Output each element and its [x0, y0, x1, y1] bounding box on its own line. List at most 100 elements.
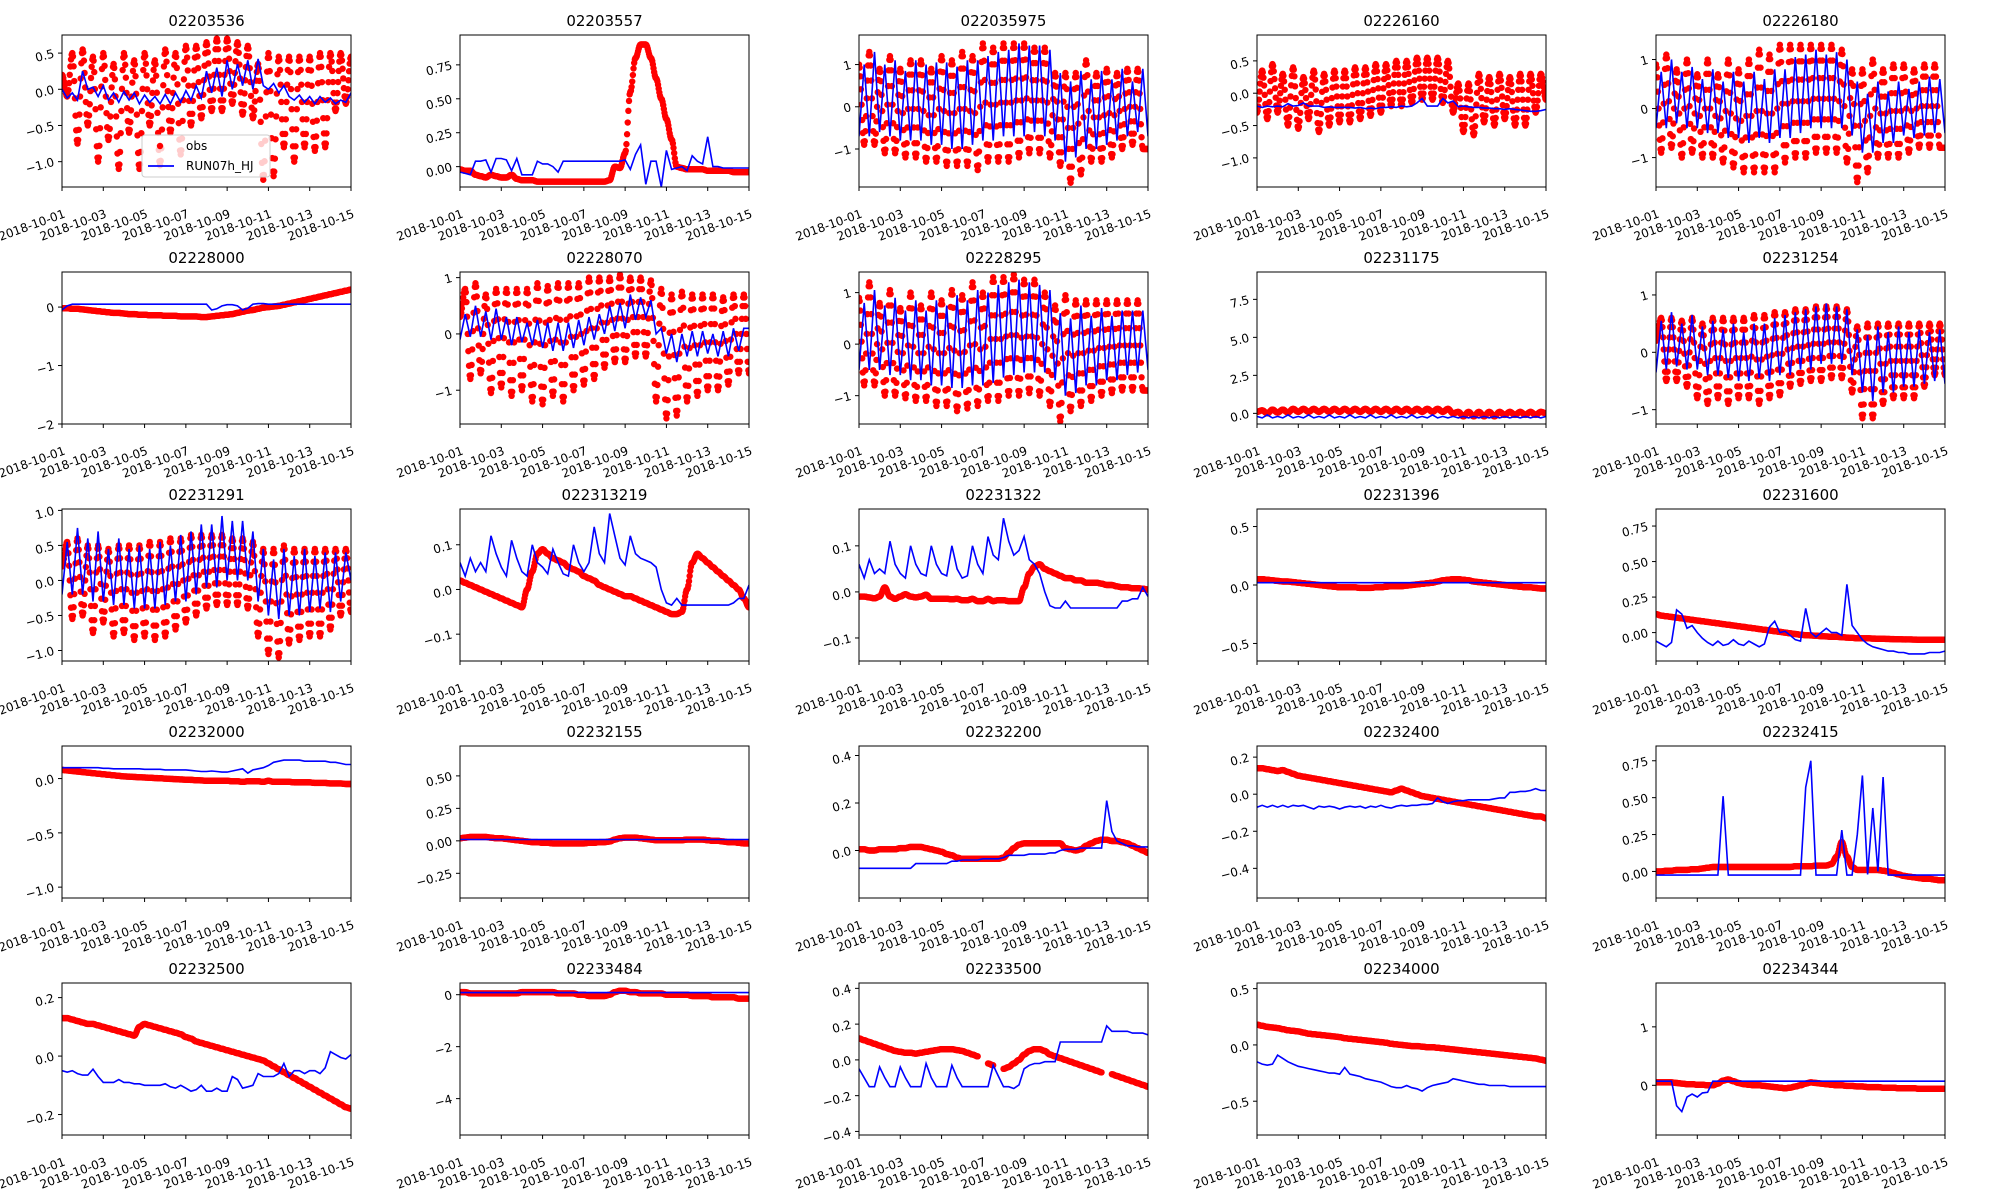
obs-point [193, 609, 201, 616]
obs-point [1342, 69, 1349, 76]
obs-point [1886, 140, 1893, 148]
obs-point [345, 77, 351, 84]
obs-point [1125, 310, 1132, 317]
obs-point [1280, 78, 1288, 85]
obs-point [1542, 96, 1546, 103]
obs-point [1109, 386, 1116, 393]
obs-point [1109, 141, 1117, 149]
obs-point [1761, 314, 1769, 322]
plot-area [62, 286, 351, 321]
obs-point [76, 111, 83, 118]
obs-point [1281, 86, 1288, 93]
obs-point [209, 105, 216, 112]
obs-point [939, 68, 947, 76]
obs-point [1871, 86, 1878, 93]
obs-point [282, 130, 289, 138]
obs-point [1473, 101, 1480, 108]
obs-point [1773, 129, 1780, 137]
obs-point [1771, 169, 1778, 176]
obs-point [1032, 293, 1039, 300]
obs-point [1068, 403, 1075, 411]
obs-point [131, 61, 139, 68]
obs-point [643, 342, 651, 349]
obs-point [339, 65, 346, 72]
obs-point [1313, 98, 1320, 105]
obs-point [1732, 133, 1739, 141]
obs-point [1658, 317, 1666, 324]
obs-point [105, 133, 113, 141]
obs-point [1814, 116, 1822, 123]
obs-point [1135, 300, 1142, 307]
obs-point [1326, 120, 1334, 127]
obs-point [638, 277, 645, 284]
obs-point [308, 82, 315, 89]
obs-point [551, 357, 559, 365]
obs-point [690, 322, 698, 329]
obs-point [265, 49, 272, 57]
obs-point [483, 305, 491, 313]
obs-point [1451, 105, 1458, 112]
obs-point [1257, 88, 1263, 95]
obs-point [1012, 75, 1019, 82]
obs-point [919, 316, 926, 323]
obs-point [695, 377, 702, 385]
obs-point [1804, 119, 1811, 126]
obs-point [862, 127, 869, 135]
obs-point [596, 277, 604, 285]
obs-point [102, 76, 109, 84]
obs-point [1333, 93, 1341, 100]
obs-point [256, 77, 263, 85]
obs-point [991, 292, 998, 299]
obs-point [882, 388, 889, 395]
obs-point [118, 107, 125, 115]
obs-point [1369, 96, 1376, 104]
obs-point [566, 295, 573, 303]
obs-point [1481, 117, 1488, 124]
obs-point [69, 612, 77, 620]
obs-point [1861, 97, 1868, 105]
obs-point [340, 75, 347, 82]
obs-point [142, 52, 149, 60]
obs-point [152, 72, 160, 79]
obs-point [1358, 108, 1365, 115]
obs-point [272, 136, 279, 143]
obs-point [1694, 392, 1702, 399]
obs-point [205, 60, 212, 67]
obs-point [101, 608, 108, 615]
obs-point [602, 351, 609, 358]
obs-point [623, 332, 631, 340]
obs-point [1115, 80, 1122, 88]
obs-point [468, 361, 475, 369]
obs-point [1674, 69, 1681, 76]
obs-point [1078, 166, 1085, 174]
obs-point [1941, 144, 1945, 151]
obs-point [1435, 56, 1442, 63]
obs-point [1042, 60, 1050, 67]
obs-point [933, 398, 941, 406]
obs-point [462, 289, 470, 296]
obs-point [1120, 374, 1127, 381]
obs-point [955, 390, 962, 398]
obs-point [1094, 311, 1101, 318]
obs-point [329, 67, 336, 75]
obs-point [1138, 134, 1145, 141]
obs-point [972, 131, 979, 139]
obs-point [1674, 368, 1682, 376]
obs-point [1497, 77, 1505, 84]
obs-point [540, 383, 548, 391]
subplot-title: 02231291 [168, 486, 244, 504]
obs-point [1115, 310, 1122, 317]
obs-point [1130, 130, 1138, 137]
obs-point [1493, 96, 1501, 103]
obs-point [654, 363, 662, 370]
obs-point [1062, 73, 1070, 81]
obs-point [1099, 144, 1107, 152]
obs-point [1104, 68, 1111, 76]
obs-point [1421, 75, 1428, 82]
obs-point [892, 389, 899, 396]
obs-point [323, 130, 330, 137]
subplot: 02231254−1012018-10-012018-10-032018-10-… [1591, 249, 1950, 481]
obs-point [1271, 75, 1278, 83]
obs-point [1891, 74, 1898, 82]
obs-point [1881, 93, 1889, 100]
